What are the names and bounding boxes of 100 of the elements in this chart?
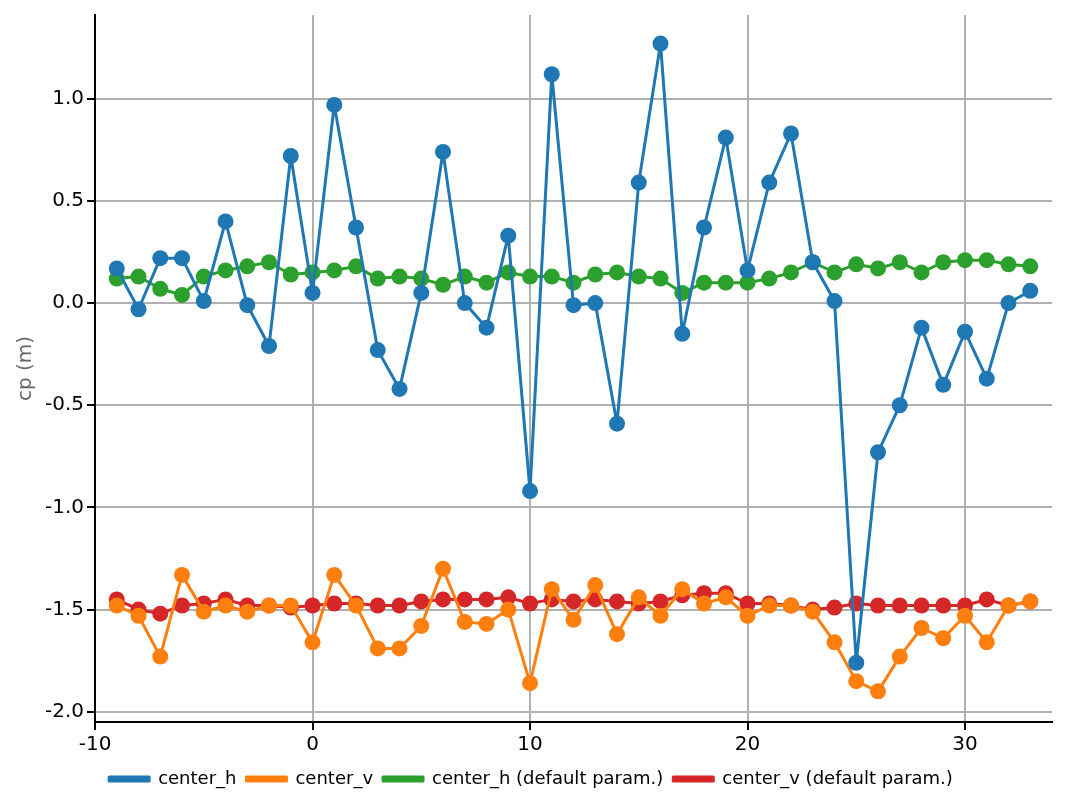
point: [239, 603, 256, 620]
point: [913, 597, 930, 614]
x-tick-label: 30: [952, 731, 978, 756]
point: [478, 615, 495, 632]
point: [413, 593, 430, 610]
x-tick-label: 10: [517, 731, 543, 756]
y-axis-title: cp (m): [12, 335, 37, 402]
point: [696, 219, 713, 236]
point: [957, 323, 973, 340]
point: [304, 634, 321, 651]
legend-label: center_v: [295, 766, 374, 789]
point: [239, 297, 256, 314]
point: [826, 293, 843, 310]
point: [130, 607, 147, 624]
point: [630, 589, 647, 606]
y-tick-label: -0.5: [44, 391, 85, 416]
point: [674, 581, 691, 598]
point: [870, 683, 886, 700]
point: [239, 258, 256, 275]
point: [478, 591, 495, 608]
point: [500, 601, 517, 618]
point: [435, 276, 452, 293]
point: [891, 597, 908, 614]
point: [630, 174, 647, 191]
point: [391, 640, 408, 657]
point: [891, 397, 908, 414]
point: [217, 213, 234, 230]
point: [739, 607, 756, 624]
point: [543, 268, 560, 285]
point: [826, 634, 843, 651]
point: [456, 295, 473, 312]
point: [130, 301, 147, 318]
point: [282, 266, 299, 283]
point: [652, 270, 669, 287]
point: [848, 654, 865, 671]
point: [456, 613, 473, 630]
x-tick-label: -10: [78, 731, 112, 756]
point: [369, 342, 386, 359]
point: [783, 264, 800, 281]
point: [630, 268, 647, 285]
point: [717, 274, 734, 291]
legend-label: center_v (default param.): [722, 766, 953, 789]
point: [195, 293, 212, 310]
point: [739, 262, 756, 279]
point: [870, 597, 886, 614]
point: [261, 338, 278, 355]
point: [391, 380, 408, 397]
point: [609, 415, 626, 432]
point: [435, 591, 452, 608]
point: [587, 577, 604, 594]
point: [696, 595, 713, 612]
point: [391, 597, 408, 614]
point: [522, 675, 539, 692]
point: [957, 607, 973, 624]
point: [522, 268, 539, 285]
point: [108, 597, 125, 614]
point: [348, 219, 365, 236]
point: [870, 444, 886, 461]
point: [978, 252, 995, 269]
y-tick-label: -1.0: [44, 493, 85, 518]
point: [369, 597, 386, 614]
point: [913, 319, 930, 336]
point: [217, 597, 234, 614]
point: [1022, 258, 1039, 275]
y-tick-label: 0.5: [52, 187, 85, 212]
y-tick-label: 1.0: [52, 84, 85, 109]
point: [152, 605, 169, 622]
point: [543, 66, 560, 83]
point: [848, 256, 865, 273]
point: [609, 593, 626, 610]
point: [435, 560, 452, 577]
point: [761, 270, 778, 287]
point: [217, 262, 234, 279]
point: [978, 591, 995, 608]
point: [174, 597, 191, 614]
point: [717, 589, 734, 606]
point: [326, 566, 343, 583]
point: [369, 270, 386, 287]
x-tick-label: 20: [734, 731, 761, 756]
point: [848, 673, 865, 690]
legend-label: center_h (default param.): [432, 766, 664, 789]
point: [935, 630, 952, 647]
point: [935, 597, 952, 614]
point: [913, 620, 930, 637]
point: [435, 143, 452, 160]
point: [108, 260, 125, 277]
point: [1000, 295, 1017, 312]
point: [717, 129, 734, 146]
y-tick-label: 0.0: [52, 289, 85, 314]
point: [891, 254, 908, 271]
point: [478, 319, 495, 336]
point: [609, 626, 626, 643]
point: [500, 227, 517, 244]
point: [174, 250, 191, 267]
point: [261, 254, 278, 271]
point: [1000, 256, 1017, 273]
point: [326, 595, 343, 612]
point: [522, 483, 539, 500]
point: [456, 591, 473, 608]
point: [304, 597, 321, 614]
